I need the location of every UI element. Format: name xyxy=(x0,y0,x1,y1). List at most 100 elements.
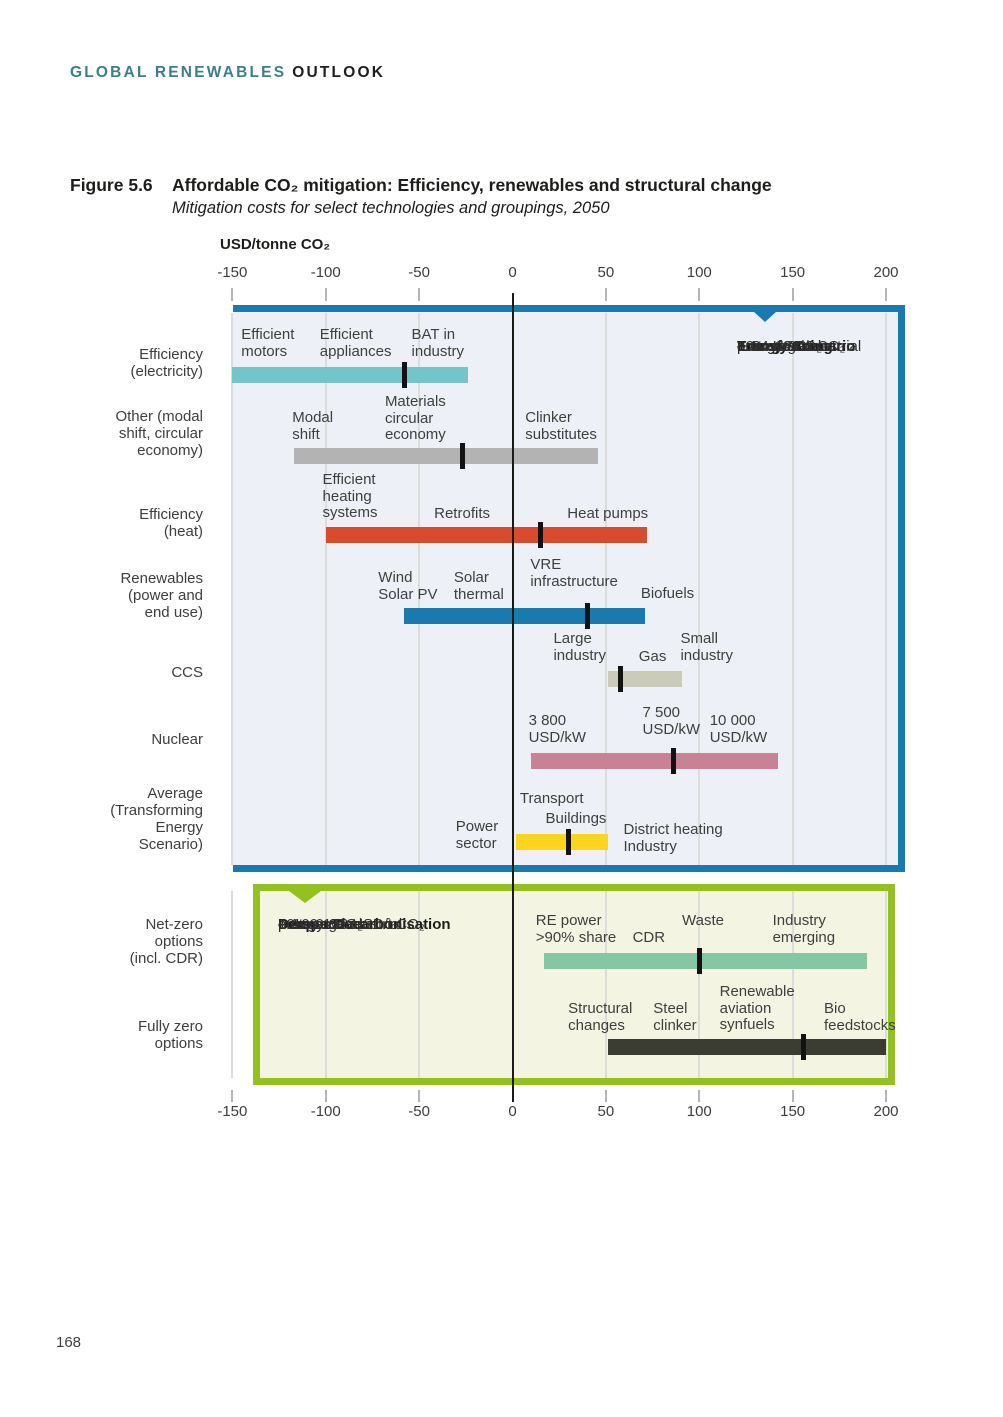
x-tick-label-bottom: 50 xyxy=(597,1103,615,1120)
text-line: Solar PV xyxy=(378,585,438,603)
text-line: Renewable xyxy=(719,983,795,1000)
text-line: economy) xyxy=(137,442,203,459)
text-line: 10 000 xyxy=(709,712,756,729)
note-line: 10 to 0 Gt xyxy=(278,916,344,933)
text-line: shift xyxy=(292,425,320,443)
x-tick-label-bottom: -150 xyxy=(217,1103,248,1120)
category-label-other-modal-shift-circular-economy: Other (modal shift, circular economy) xyxy=(30,408,203,459)
page-number: 168 xyxy=(56,1334,82,1351)
text-line: (power and xyxy=(127,587,203,604)
text-line: (electricity) xyxy=(130,363,203,380)
bar-item-label: Gas xyxy=(638,648,667,666)
x-tick-mark-top xyxy=(418,288,421,301)
grid-line xyxy=(791,313,794,865)
x-tick-mark-top xyxy=(604,288,607,301)
note-line: 34 USD/t CO₂ xyxy=(752,338,846,355)
x-tick-label-bottom: 0 xyxy=(508,1103,517,1120)
transforming-energy-scenario-pointer-icon xyxy=(754,312,776,322)
deeper-decarbonisation-perspective-pointer-icon xyxy=(289,891,321,903)
x-tick-label-bottom: -50 xyxy=(408,1103,430,1120)
bar-item-label: District heating Industry xyxy=(623,821,723,855)
x-tick-mark-bottom xyxy=(698,1090,701,1102)
x-tick-label-top: -50 xyxy=(408,264,430,281)
note-line: Deeper Decarbonisation xyxy=(278,916,451,933)
text-line: Power xyxy=(455,818,499,835)
text-line: Wind xyxy=(378,569,413,586)
x-tick-mark-bottom xyxy=(885,1090,888,1102)
figure-title: Affordable CO₂ mitigation: Efficiency, r… xyxy=(172,175,772,195)
range-bar-nuclear xyxy=(531,753,778,769)
bar-item-label: Retrofits xyxy=(434,505,490,523)
bar-marker-efficiency-electricity xyxy=(401,362,407,388)
text-line: clinker xyxy=(653,1016,697,1034)
grid-line xyxy=(604,891,607,1078)
text-line: Industry xyxy=(623,837,677,855)
note-line: process CO₂ xyxy=(278,916,364,933)
bar-item-label: Biofuels xyxy=(641,585,694,603)
x-tick-label-top: -100 xyxy=(310,264,341,281)
bar-item-label: Solar thermal xyxy=(453,569,504,603)
grid-line xyxy=(791,891,794,1078)
x-tick-mark-top xyxy=(885,288,888,301)
brand-global-renewables: GLOBAL RENEWABLES xyxy=(70,64,287,81)
note-line: 100-156 USD/t CO₂ xyxy=(293,916,425,933)
text-line: Large xyxy=(553,630,592,647)
bar-item-label: Materials circular economy xyxy=(384,393,446,444)
text-line: systems xyxy=(322,504,378,521)
text-line: VRE xyxy=(530,556,562,573)
text-line: Small xyxy=(680,630,718,647)
zero-axis-line xyxy=(511,293,514,1102)
text-line: Gas xyxy=(638,648,667,665)
note-line: energy & industrial xyxy=(737,338,862,355)
bar-item-label: 3 800 USD/kW xyxy=(529,712,587,746)
text-line: USD/kW xyxy=(642,720,700,738)
text-line: industry xyxy=(411,342,465,360)
x-tick-label-top: 50 xyxy=(597,264,615,281)
grid-line xyxy=(324,313,327,865)
text-line: Steel xyxy=(653,1000,688,1017)
axis-unit-label: USD/tonne CO₂ xyxy=(220,236,330,253)
x-tick-label-bottom: 200 xyxy=(873,1103,899,1120)
text-line: thermal xyxy=(453,585,504,603)
bar-item-label: Waste xyxy=(682,912,724,930)
text-line: Renewables xyxy=(120,570,203,587)
bar-item-label: 7 500 USD/kW xyxy=(642,704,700,738)
note-line: 36 to 10 Gt xyxy=(737,338,812,355)
bar-item-label: Structural changes xyxy=(568,1000,632,1034)
range-bar-renewables-power-and-end-use xyxy=(404,608,646,624)
range-bar-ccs xyxy=(607,671,683,687)
figure-label: Figure 5.6 xyxy=(70,175,153,195)
grid-line xyxy=(698,891,701,1078)
x-tick-mark-top xyxy=(791,288,794,301)
note-line: Perspective xyxy=(278,916,363,933)
range-bar-net-zero-options-incl-cdr xyxy=(544,953,868,969)
x-tick-label-top: 150 xyxy=(780,264,806,281)
text-line: end use) xyxy=(144,604,203,621)
text-line: Nuclear xyxy=(151,731,203,748)
grid-line xyxy=(418,891,421,1078)
range-bar-average-transforming-energy-scenario xyxy=(516,834,608,850)
bar-item-label: Bio feedstocks xyxy=(824,1000,896,1034)
bar-item-label: Large industry xyxy=(553,630,606,664)
note-line: energy & industrial xyxy=(278,916,403,933)
grid-line xyxy=(231,891,234,1078)
category-label-nuclear: Nuclear xyxy=(30,731,203,748)
text-line: (incl. CDR) xyxy=(129,950,203,967)
text-line: Waste xyxy=(682,912,724,929)
text-line: Average xyxy=(147,785,203,802)
text-line: RE power xyxy=(535,912,602,929)
bar-marker-efficiency-heat xyxy=(538,522,543,548)
grid-line xyxy=(418,313,421,865)
text-line: options xyxy=(154,1035,203,1052)
text-line: shift, circular xyxy=(118,425,203,442)
bar-item-label: RE power >90% share xyxy=(535,912,616,946)
figure-subtitle: Mitigation costs for select technologies… xyxy=(172,199,610,217)
text-line: options xyxy=(154,933,203,950)
bar-marker-nuclear xyxy=(670,748,676,774)
x-tick-label-top: 0 xyxy=(508,264,517,281)
text-line: economy xyxy=(384,426,446,443)
text-line: Scenario) xyxy=(138,836,203,853)
text-line: feedstocks xyxy=(824,1016,896,1034)
text-line: (heat) xyxy=(163,523,203,540)
text-line: aviation xyxy=(719,999,772,1017)
